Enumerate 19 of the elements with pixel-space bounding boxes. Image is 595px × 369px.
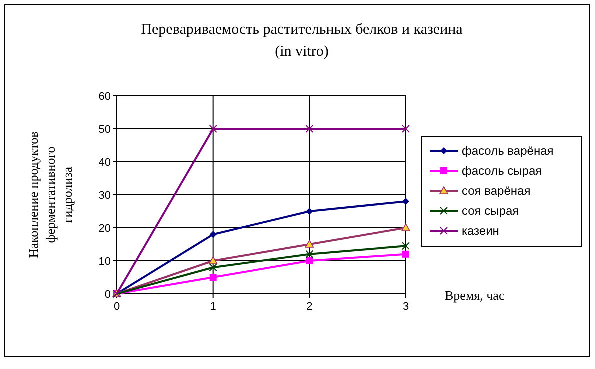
y-tick-label: 20 xyxy=(98,223,111,235)
y-tick-label: 30 xyxy=(98,190,111,202)
legend-label: фасоль варёная xyxy=(462,144,554,158)
x-tick-label: 3 xyxy=(402,301,410,313)
legend-label: фасоль сырая xyxy=(462,164,542,178)
x-tick-label: 1 xyxy=(210,301,216,313)
y-tick-label: 60 xyxy=(98,91,111,103)
x-axis-title: Время, час xyxy=(445,288,505,303)
y-tick-label: 50 xyxy=(98,124,111,136)
y-tick-label: 0 xyxy=(104,289,111,301)
legend-label: казеин xyxy=(462,224,500,238)
legend-label: соя сырая xyxy=(462,204,520,218)
y-tick-label: 10 xyxy=(98,256,111,268)
chart-title: Перевариваемость растительных белков и казеина (in vitro) xyxy=(141,22,464,60)
y-axis-title: Накопление продуктов ферментативного гидролиза xyxy=(26,132,75,258)
legend-label: соя варёная xyxy=(462,184,531,198)
x-tick-label: 0 xyxy=(114,301,120,313)
y-tick-label: 40 xyxy=(98,157,111,169)
x-tick-label: 2 xyxy=(306,301,313,313)
